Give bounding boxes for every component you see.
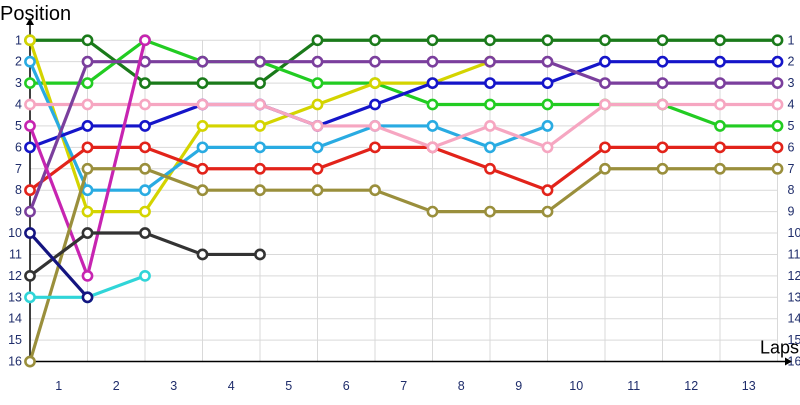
svg-text:11: 11: [9, 247, 22, 261]
svg-text:6: 6: [343, 379, 350, 393]
svg-text:14: 14: [788, 312, 800, 326]
svg-text:10: 10: [788, 226, 800, 240]
svg-text:4: 4: [15, 98, 22, 112]
svg-text:4: 4: [228, 379, 235, 393]
svg-text:8: 8: [788, 183, 795, 197]
svg-text:9: 9: [788, 205, 795, 219]
svg-text:3: 3: [15, 76, 22, 90]
svg-text:15: 15: [8, 333, 22, 347]
svg-text:1: 1: [15, 33, 22, 47]
svg-text:2: 2: [15, 55, 22, 69]
svg-text:Laps: Laps: [760, 338, 799, 358]
svg-text:11: 11: [788, 247, 800, 261]
svg-text:4: 4: [788, 98, 795, 112]
svg-text:13: 13: [742, 379, 756, 393]
svg-text:Position: Position: [0, 3, 71, 25]
svg-text:8: 8: [458, 379, 465, 393]
svg-text:10: 10: [8, 226, 22, 240]
svg-text:6: 6: [15, 140, 22, 154]
svg-text:14: 14: [8, 312, 22, 326]
svg-text:11: 11: [627, 379, 640, 393]
svg-text:16: 16: [8, 355, 22, 369]
svg-text:5: 5: [788, 119, 795, 133]
svg-text:2: 2: [788, 55, 795, 69]
svg-text:12: 12: [788, 269, 800, 283]
svg-text:7: 7: [400, 379, 407, 393]
svg-text:5: 5: [285, 379, 292, 393]
svg-text:10: 10: [569, 379, 583, 393]
svg-text:12: 12: [8, 269, 22, 283]
svg-text:6: 6: [788, 140, 795, 154]
svg-text:9: 9: [15, 205, 22, 219]
svg-text:5: 5: [15, 119, 22, 133]
svg-text:8: 8: [15, 183, 22, 197]
svg-text:1: 1: [788, 33, 795, 47]
svg-text:7: 7: [15, 162, 22, 176]
svg-text:3: 3: [788, 76, 795, 90]
svg-text:13: 13: [788, 290, 800, 304]
svg-text:13: 13: [8, 290, 22, 304]
svg-text:9: 9: [515, 379, 522, 393]
svg-text:7: 7: [788, 162, 795, 176]
svg-text:12: 12: [684, 379, 698, 393]
svg-text:3: 3: [170, 379, 177, 393]
svg-text:2: 2: [113, 379, 120, 393]
svg-text:1: 1: [55, 379, 62, 393]
